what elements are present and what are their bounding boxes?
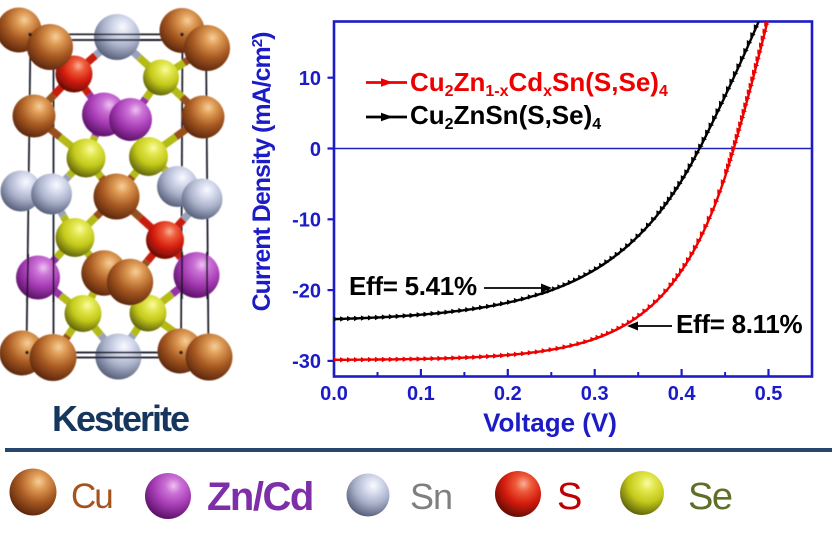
svg-text:0.4: 0.4 xyxy=(668,383,697,405)
svg-text:Se: Se xyxy=(688,476,732,518)
svg-text:Cu2ZnSn(S,Se)4: Cu2ZnSn(S,Se)4 xyxy=(410,100,601,133)
svg-text:S: S xyxy=(557,476,582,518)
svg-text:Zn/Cd: Zn/Cd xyxy=(207,475,313,519)
svg-text:10: 10 xyxy=(299,68,321,90)
svg-text:-20: -20 xyxy=(292,280,321,302)
svg-text:0: 0 xyxy=(310,139,321,161)
svg-text:Eff= 8.11%: Eff= 8.11% xyxy=(676,309,803,339)
svg-text:0.1: 0.1 xyxy=(407,383,435,405)
svg-text:Kesterite: Kesterite xyxy=(52,398,189,439)
svg-text:0.5: 0.5 xyxy=(755,383,783,405)
svg-text:Sn: Sn xyxy=(410,476,452,517)
svg-text:Voltage (V): Voltage (V) xyxy=(483,408,617,438)
svg-text:Current Density (mA/cm2): Current Density (mA/cm2) xyxy=(248,32,276,312)
svg-text:0.2: 0.2 xyxy=(494,383,522,405)
svg-text:0.3: 0.3 xyxy=(581,383,609,405)
svg-text:-10: -10 xyxy=(292,210,321,232)
svg-text:Cu: Cu xyxy=(71,477,112,516)
svg-text:0.0: 0.0 xyxy=(320,383,348,405)
svg-text:Eff= 5.41%: Eff= 5.41% xyxy=(349,271,477,301)
svg-text:-30: -30 xyxy=(292,351,321,373)
